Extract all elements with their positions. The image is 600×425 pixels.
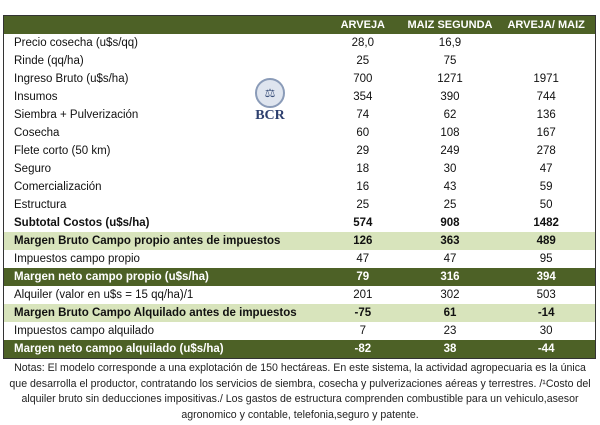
row-value: 30	[443, 163, 457, 175]
table-row: Impuestos campo alquilado 7 23 30	[4, 322, 595, 340]
row-value: 136	[536, 109, 556, 121]
row-label: Subtotal Costos (u$s/ha)	[14, 217, 150, 229]
row-label: Estructura	[14, 199, 67, 211]
row-value: 47	[356, 253, 370, 265]
row-value: 126	[353, 235, 373, 247]
row-value: 503	[536, 289, 556, 301]
table-row: Siembra + Pulverización 74 62 136	[4, 106, 595, 124]
row-value: -82	[354, 343, 372, 355]
row-value: 1482	[533, 217, 559, 229]
table-row: Impuestos campo propio 47 47 95	[4, 250, 595, 268]
row-label: Ingreso Bruto (u$s/ha)	[14, 73, 129, 85]
row-value: 62	[443, 109, 457, 121]
row-value: -14	[537, 307, 555, 319]
row-label: Alquiler (valor en u$s = 15 qq/ha)/1	[14, 289, 194, 301]
row-value: 60	[356, 127, 370, 139]
table-row: Margen Bruto Campo Alquilado antes de im…	[4, 304, 595, 322]
table-row: Cosecha 60 108 167	[4, 124, 595, 142]
row-label: Margen Bruto Campo propio antes de impue…	[14, 235, 281, 247]
row-label: Comercialización	[14, 181, 102, 193]
table-row: Rinde (qq/ha) 25 75	[4, 52, 595, 70]
row-value: 108	[440, 127, 460, 139]
cost-table: ARVEJA MAIZ SEGUNDA ARVEJA/ MAIZ Precio …	[3, 15, 596, 359]
row-value: -44	[537, 343, 555, 355]
row-value: 7	[359, 325, 366, 337]
row-value: 302	[440, 289, 460, 301]
table-row: Estructura 25 25 50	[4, 196, 595, 214]
row-value: 25	[356, 55, 370, 67]
row-value: 18	[356, 163, 370, 175]
row-label: Cosecha	[14, 127, 60, 139]
row-label: Margen Bruto Campo Alquilado antes de im…	[14, 307, 297, 319]
row-value: 1271	[437, 73, 463, 85]
row-value: 363	[440, 235, 460, 247]
row-value: 394	[536, 271, 556, 283]
table-row: Subtotal Costos (u$s/ha) 574 908 1482	[4, 214, 595, 232]
table-header: ARVEJA MAIZ SEGUNDA ARVEJA/ MAIZ	[4, 16, 595, 34]
row-value: 1971	[533, 73, 559, 85]
row-label: Impuestos campo propio	[14, 253, 140, 265]
row-label: Siembra + Pulverización	[14, 109, 139, 121]
row-value: 50	[539, 199, 553, 211]
row-value: 25	[356, 199, 370, 211]
row-value: 30	[539, 325, 553, 337]
row-value: 908	[440, 217, 460, 229]
header-maiz: MAIZ SEGUNDA	[407, 19, 493, 31]
row-value: 38	[443, 343, 457, 355]
row-label: Margen neto campo alquilado (u$s/ha)	[14, 343, 224, 355]
notes: Notas: El modelo corresponde a una explo…	[9, 362, 591, 421]
table-row: Margen neto campo propio (u$s/ha) 79 316 39…	[4, 268, 595, 286]
row-label: Impuestos campo alquilado	[14, 325, 154, 337]
row-value: 574	[353, 217, 373, 229]
row-value: 390	[440, 91, 460, 103]
row-value: 489	[536, 235, 556, 247]
row-value: 61	[443, 307, 457, 319]
row-value: 25	[443, 199, 457, 211]
table-row: Margen Bruto Campo propio antes de impue…	[4, 232, 595, 250]
bcr-seal-icon: ⚖	[255, 78, 285, 108]
row-value: 74	[356, 109, 370, 121]
row-value: 744	[536, 91, 556, 103]
row-value: 28,0	[351, 37, 374, 49]
row-value: -75	[354, 307, 372, 319]
row-value: 29	[356, 145, 370, 157]
table-row: Alquiler (valor en u$s = 15 qq/ha)/1 201 3…	[4, 286, 595, 304]
row-value: 16	[356, 181, 370, 193]
row-label: Precio cosecha (u$s/qq)	[14, 37, 139, 49]
bcr-logo-text: BCR	[255, 108, 285, 123]
row-value: 23	[443, 325, 457, 337]
row-value: 354	[353, 91, 373, 103]
row-value: 316	[440, 271, 460, 283]
row-value: 700	[353, 73, 373, 85]
header-arveja-maiz: ARVEJA/ MAIZ	[507, 19, 585, 31]
table-row: Comercialización 16 43 59	[4, 178, 595, 196]
row-value: 201	[353, 289, 373, 301]
row-value: 167	[536, 127, 556, 139]
bcr-logo: ⚖ BCR	[250, 78, 290, 124]
table-row: Ingreso Bruto (u$s/ha) 700 1271 1971	[4, 70, 595, 88]
row-value: 47	[539, 163, 553, 175]
row-value: 249	[440, 145, 460, 157]
row-value: 47	[443, 253, 457, 265]
table-row: Flete corto (50 km) 29 249 278	[4, 142, 595, 160]
row-value: 75	[443, 55, 457, 67]
header-arveja: ARVEJA	[340, 19, 386, 31]
table-row: Insumos 354 390 744	[4, 88, 595, 106]
row-label: Insumos	[14, 91, 58, 103]
row-value: 59	[539, 181, 553, 193]
table-row: Seguro 18 30 47	[4, 160, 595, 178]
row-value: 278	[536, 145, 556, 157]
row-value: 79	[356, 271, 370, 283]
row-label: Margen neto campo propio (u$s/ha)	[14, 271, 209, 283]
row-value: 16,9	[438, 37, 462, 49]
row-value: 43	[443, 181, 457, 193]
row-label: Flete corto (50 km)	[14, 145, 111, 157]
row-label: Seguro	[14, 163, 52, 175]
table-row: Precio cosecha (u$s/qq) 28,0 16,9	[4, 34, 595, 52]
table-row: Margen neto campo alquilado (u$s/ha) -82 3…	[4, 340, 595, 358]
row-value: 95	[539, 253, 553, 265]
row-label: Rinde (qq/ha)	[14, 55, 84, 67]
